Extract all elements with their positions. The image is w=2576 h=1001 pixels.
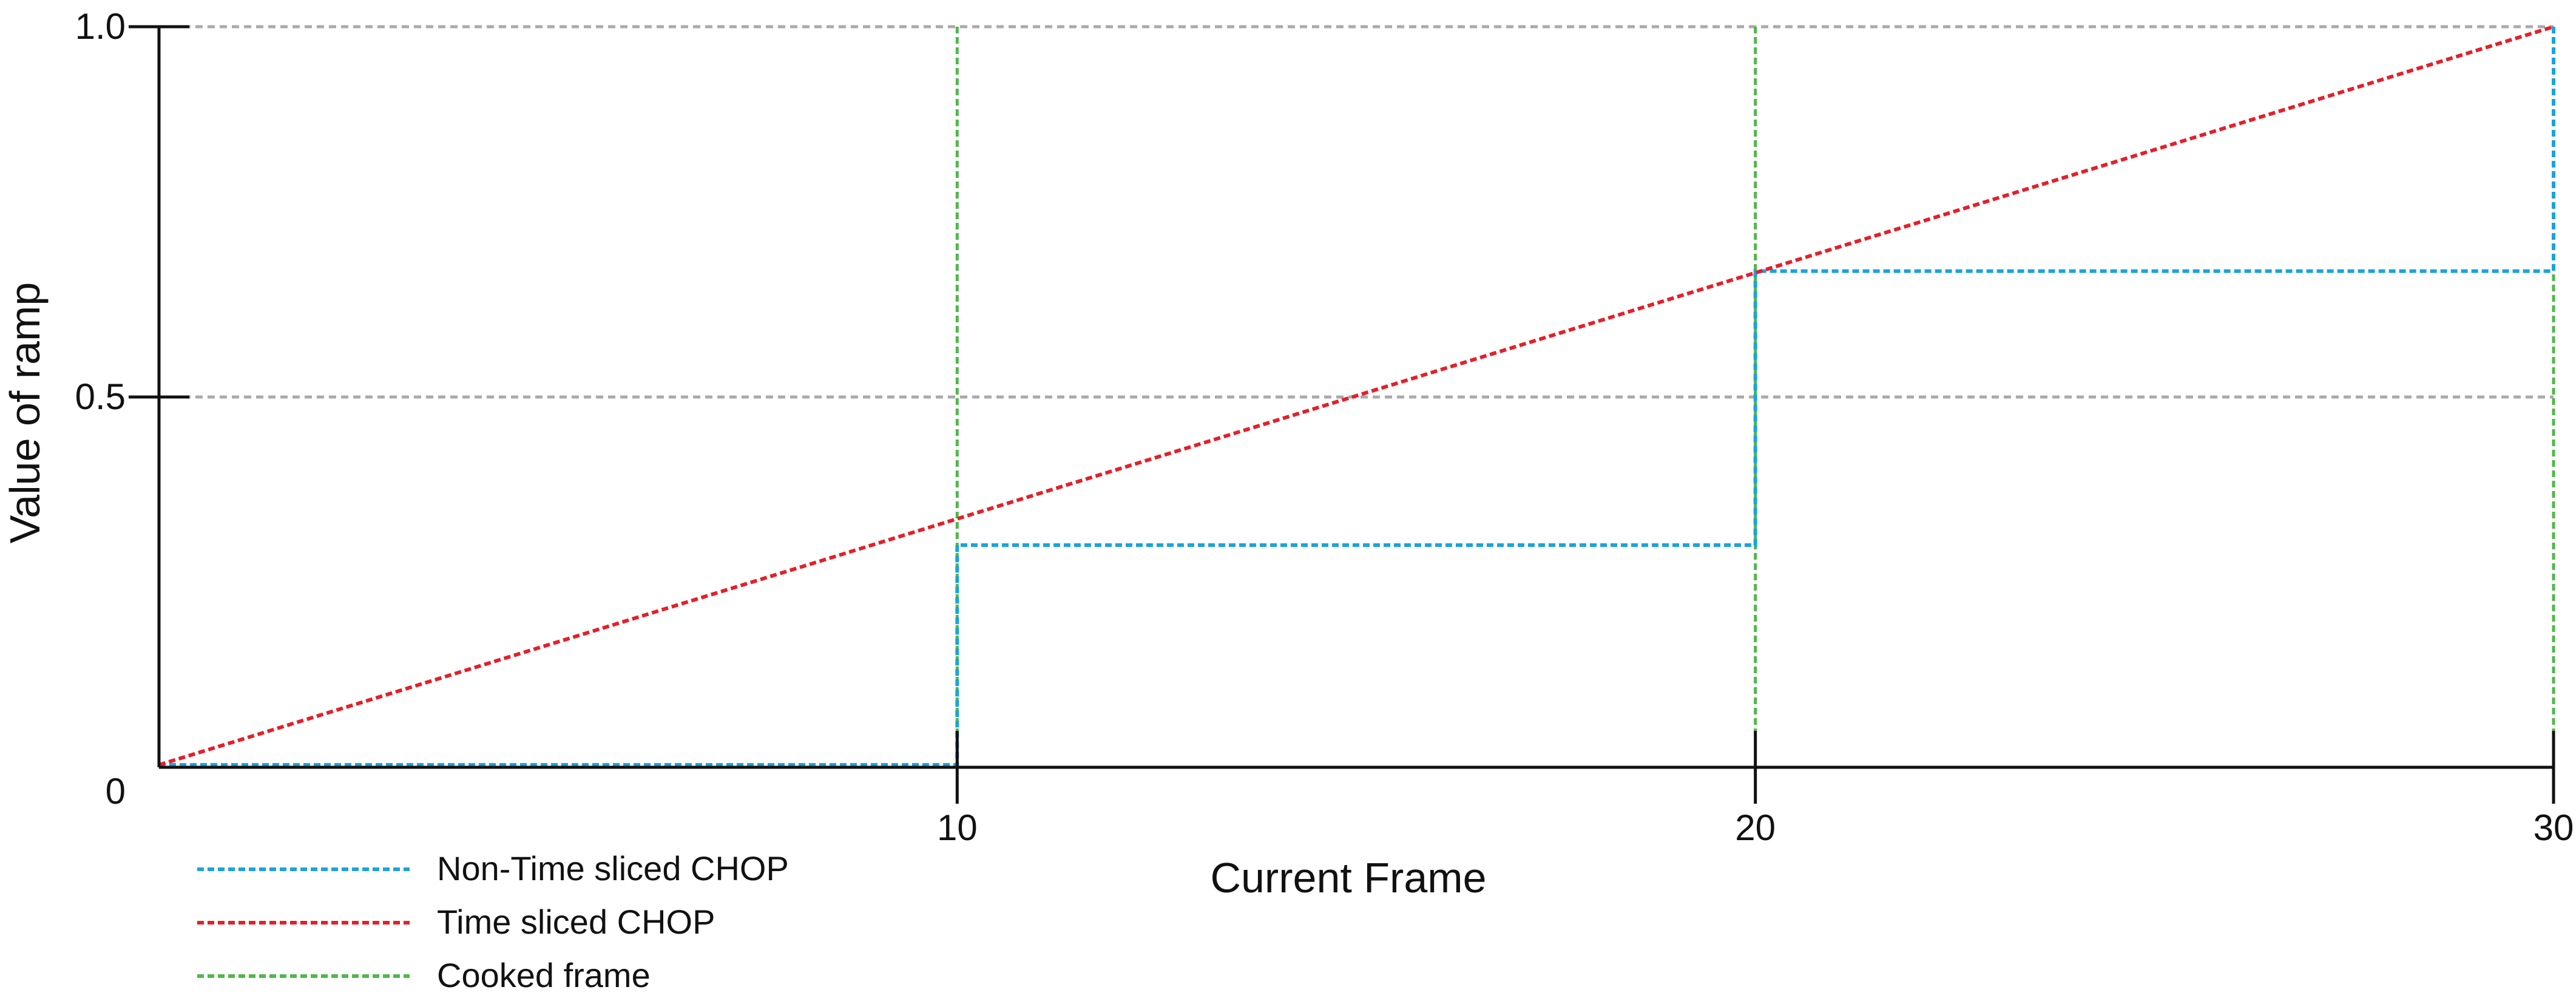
y-tick-label: 0.5 [75,376,126,417]
x-tick-label: 20 [1735,807,1776,848]
y-axis-label: Value of ramp [1,282,49,544]
series-line [158,25,2554,767]
legend-label: Time sliced CHOP [437,903,715,941]
y-tick-label: 0 [106,771,126,812]
legend: Non-Time sliced CHOP Time sliced CHOP Cook… [197,849,789,994]
y-tick-label: 1.0 [75,6,126,47]
x-axis-label: Current Frame [1210,854,1486,901]
legend-label: Cooked frame [437,956,651,994]
x-tick-label: 30 [2534,807,2574,848]
legend-label: Non-Time sliced CHOP [437,849,789,887]
ticks-layer: 0 0.5 1.0 10 20 30 [75,6,2574,848]
grid-layer [159,25,2554,399]
x-tick-label: 10 [937,807,978,848]
